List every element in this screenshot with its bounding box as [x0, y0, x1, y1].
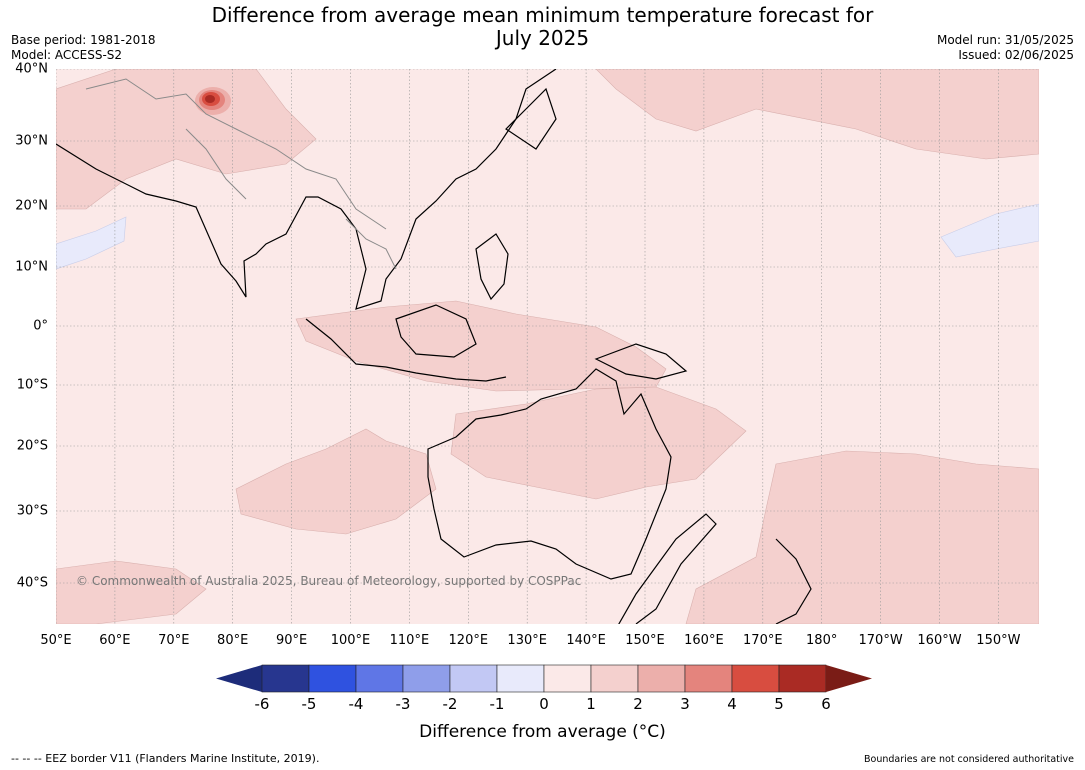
lon-label: 160°E: [684, 633, 724, 648]
colorbar-box: [449, 664, 498, 693]
lon-label: 150°E: [625, 633, 665, 648]
colorbar-tick-label: 0: [539, 695, 549, 713]
anomaly-region-south-asia: [56, 69, 317, 210]
title-line-2: July 2025: [495, 26, 590, 50]
colorbar-boxes: [216, 664, 872, 693]
colorbar-box: [590, 664, 639, 693]
colorbar-box: [261, 664, 310, 693]
lon-label: 90°E: [275, 633, 308, 648]
anomaly-region-south-indian: [56, 560, 207, 624]
issued-date: Issued: 02/06/2025: [958, 48, 1074, 62]
lat-label-10s: 10°S: [16, 377, 48, 393]
lon-label: 170°W: [858, 633, 903, 648]
copyright-notice: © Commonwealth of Australia 2025, Bureau…: [76, 574, 582, 588]
colorbar-tick-label: -3: [395, 695, 411, 713]
anomaly-regions-1-to-2: [56, 69, 1039, 624]
colorbar-tick-label: -5: [301, 695, 317, 713]
coastline-borneo: [395, 304, 477, 358]
chart-title: Difference from average mean minimum tem…: [0, 4, 1085, 50]
border-line-1: [85, 78, 387, 230]
colorbar-tick-label: 6: [821, 695, 831, 713]
colorbar-box: [543, 664, 592, 693]
colorbar-box: [496, 664, 545, 693]
lat-label-equator: 0°: [33, 318, 48, 334]
model-run: Model run: 31/05/2025: [936, 33, 1074, 47]
lon-label: 60°E: [99, 633, 131, 648]
lat-label-20s: 20°S: [16, 438, 48, 454]
map-svg: [56, 69, 1039, 624]
colorbar-box: [402, 664, 451, 693]
colorbar-tick-label: 1: [586, 695, 596, 713]
lon-label: 150°W: [976, 633, 1021, 648]
colorbar-tick-label: -4: [348, 695, 364, 713]
colorbar-tick-label: 2: [633, 695, 643, 713]
colorbar-box: [637, 664, 686, 693]
coastline-new-zealand: [775, 538, 812, 624]
base-period: Base period: 1981-2018: [11, 33, 156, 47]
colorbar-over-arrow: [826, 665, 872, 692]
lon-label: 120°E: [448, 633, 489, 648]
anomaly-region-indian-ocean: [235, 428, 437, 535]
border-line-3: [345, 218, 397, 270]
anomaly-region-north-pacific: [940, 203, 1039, 258]
country-borders: [85, 78, 397, 270]
lon-label: 160°W: [917, 633, 962, 648]
lon-label: 70°E: [158, 633, 190, 648]
colorbar-tick-label: 5: [774, 695, 784, 713]
colorbar-under-arrow: [216, 665, 262, 692]
graticule: [56, 69, 1039, 624]
colorbar-box: [684, 664, 733, 693]
colorbar-title: Difference from average (°C): [419, 722, 666, 742]
anomaly-region-arabian-sea: [56, 216, 127, 270]
lat-label-40n: 40°N: [15, 61, 48, 77]
colorbar-box: [731, 664, 780, 693]
colorbar-tick-label: -2: [442, 695, 458, 713]
lat-label-20n: 20°N: [15, 198, 48, 214]
meta-left: Base period: 1981-2018 Model: ACCESS-S2: [11, 33, 156, 63]
lon-label: 180°: [806, 633, 838, 648]
coastlines: [56, 69, 812, 624]
eez-note: -- -- -- EEZ border V11 (Flanders Marine…: [11, 752, 320, 765]
colorbar-box: [355, 664, 404, 693]
colorbar-tick-label: 4: [727, 695, 737, 713]
lon-label: 130°E: [507, 633, 547, 648]
boundaries-note: Boundaries are not considered authoritat…: [864, 754, 1074, 765]
title-line-1: Difference from average mean minimum tem…: [211, 3, 874, 27]
lat-label-30s: 30°S: [16, 503, 48, 519]
colorbar-box: [308, 664, 357, 693]
colorbar-box: [778, 664, 827, 693]
coastline-papua-new-guinea: [618, 513, 717, 624]
colorbar-tick-label: -1: [489, 695, 505, 713]
anomaly-region-australia: [450, 386, 747, 500]
coastline-japan: [505, 87, 557, 150]
lon-label: 100°E: [330, 633, 371, 648]
colorbar: [216, 664, 872, 693]
lat-label-10n: 10°N: [15, 259, 48, 275]
anomaly-region-sw-pacific: [685, 450, 1039, 624]
anomaly-regions-neg: [56, 203, 1039, 270]
lat-label-40s: 40°S: [16, 575, 48, 591]
forecast-map: [56, 69, 1039, 624]
coastline-philippines: [475, 233, 509, 301]
colorbar-tick-label: -6: [254, 695, 270, 713]
lon-label: 50°E: [40, 633, 72, 648]
anomaly-region-himalaya: [195, 87, 231, 115]
coastline-asia: [56, 69, 557, 310]
coastline-australia: [427, 368, 672, 580]
lon-label: 110°E: [389, 633, 430, 648]
lon-label: 80°E: [217, 633, 249, 648]
coastline-sumatra-java: [305, 318, 507, 382]
model-name: Model: ACCESS-S2: [11, 48, 123, 62]
anomaly-region-nw-pacific: [595, 69, 1039, 160]
lat-label-30n: 30°N: [15, 133, 48, 149]
lon-label: 170°E: [743, 633, 783, 648]
border-line-2: [185, 128, 247, 200]
colorbar-tick-label: 3: [680, 695, 690, 713]
lon-label: 140°E: [566, 633, 606, 648]
meta-right: Model run: 31/05/2025 Issued: 02/06/2025: [937, 33, 1074, 63]
coastline-new-guinea: [594, 343, 688, 380]
